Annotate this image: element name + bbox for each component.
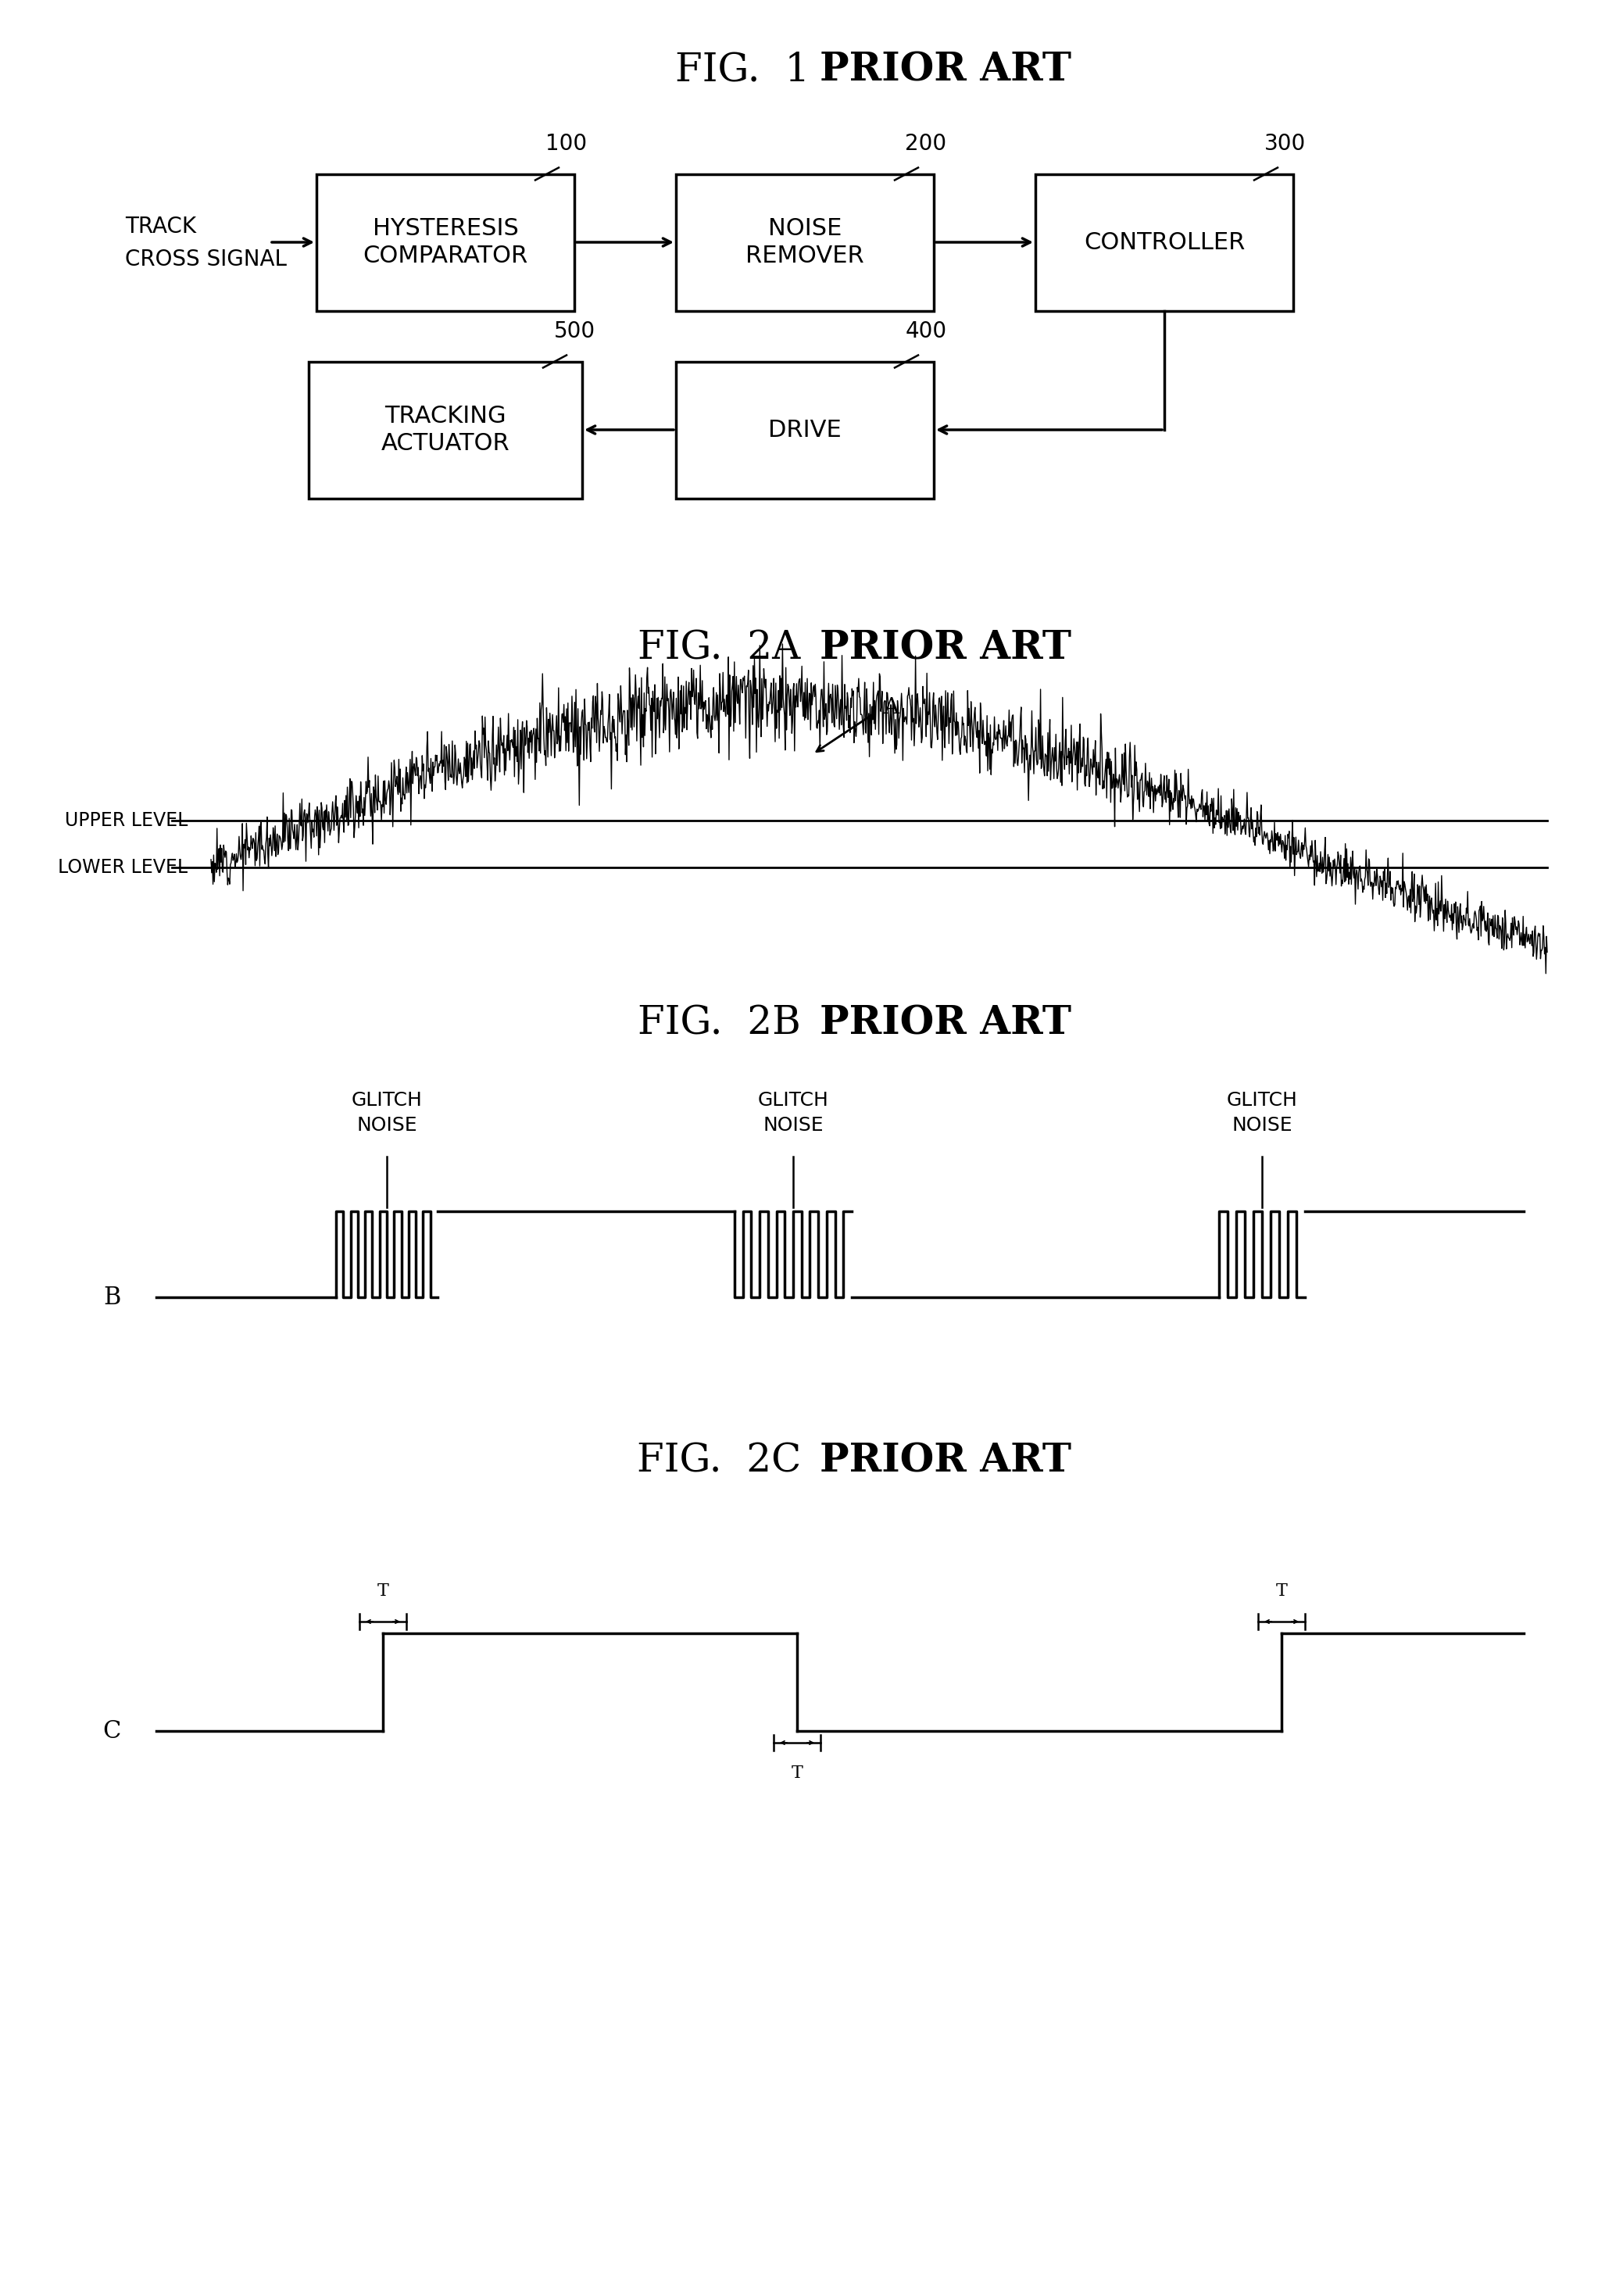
Bar — [0, 1508, 1598, 1899]
Text: 500: 500 — [553, 319, 594, 342]
Text: TRACKING
ACTUATOR: TRACKING ACTUATOR — [380, 404, 510, 455]
Text: C: C — [102, 1722, 121, 1747]
Text: C: C — [102, 1720, 121, 1743]
Text: FIG.  1: FIG. 1 — [674, 51, 810, 90]
Text: C: C — [102, 1699, 121, 1724]
Text: FIG.  2C: FIG. 2C — [636, 1442, 801, 1481]
Text: UPPER LEVEL: UPPER LEVEL — [64, 810, 187, 829]
Text: PRIOR ART: PRIOR ART — [820, 1442, 1071, 1481]
Text: 300: 300 — [1264, 133, 1306, 154]
Text: FIG.  2A: FIG. 2A — [638, 629, 801, 668]
Text: PRIOR ART: PRIOR ART — [820, 629, 1071, 668]
Text: CROSS SIGNAL: CROSS SIGNAL — [125, 248, 286, 271]
Bar — [676, 174, 933, 310]
Text: TRACK: TRACK — [125, 216, 197, 236]
Text: GLITCH: GLITCH — [757, 1091, 829, 1109]
Bar — [0, 1525, 1598, 1837]
Bar — [308, 360, 582, 498]
Text: CONTROLLER: CONTROLLER — [1083, 232, 1245, 253]
Bar — [1036, 174, 1293, 310]
Text: DRIVE: DRIVE — [769, 418, 842, 441]
Text: FIG.  2B: FIG. 2B — [638, 1003, 801, 1042]
Text: GLITCH: GLITCH — [352, 1091, 422, 1109]
Text: NOISE
REMOVER: NOISE REMOVER — [746, 216, 865, 269]
Text: 200: 200 — [904, 133, 946, 154]
Bar — [676, 360, 933, 498]
Text: T: T — [377, 1582, 388, 1600]
Text: PRIOR ART: PRIOR ART — [820, 1006, 1071, 1042]
Text: GLITCH: GLITCH — [1227, 1091, 1298, 1109]
Text: 400: 400 — [904, 319, 946, 342]
Text: NOISE: NOISE — [762, 1116, 823, 1134]
Text: PRIOR ART: PRIOR ART — [820, 51, 1071, 90]
Text: T: T — [1275, 1582, 1288, 1600]
Bar — [316, 174, 574, 310]
Text: 100: 100 — [547, 133, 588, 154]
Text: NOISE: NOISE — [1232, 1116, 1293, 1134]
Text: T: T — [791, 1766, 802, 1782]
Text: B: B — [104, 1286, 121, 1309]
Text: NOISE: NOISE — [356, 1116, 417, 1134]
Text: A: A — [884, 696, 898, 719]
Text: HYSTERESIS
COMPARATOR: HYSTERESIS COMPARATOR — [363, 216, 527, 269]
Text: LOWER LEVEL: LOWER LEVEL — [58, 859, 187, 877]
